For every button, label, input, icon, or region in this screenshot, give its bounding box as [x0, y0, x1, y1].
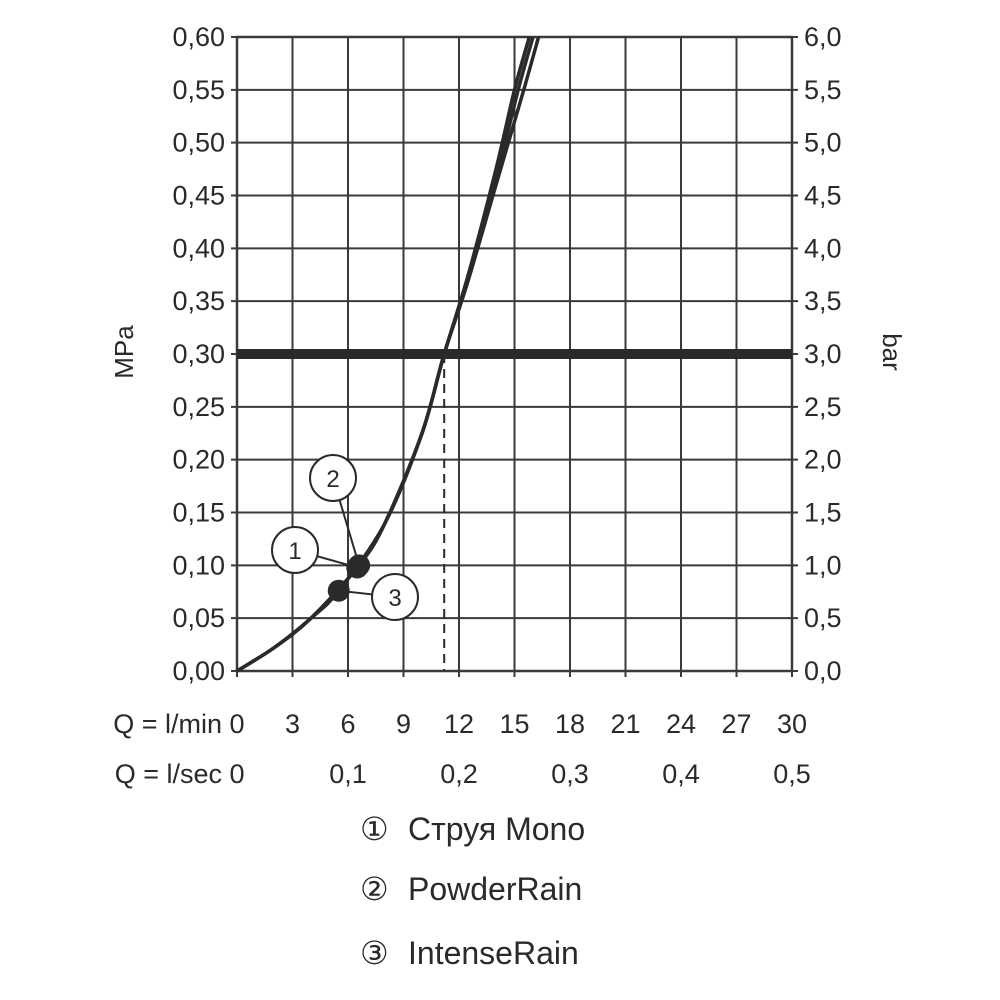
left-tick-label: 0,20 — [172, 445, 225, 475]
x-tick-lsec: 0,1 — [329, 759, 367, 789]
legend-item-powderrain: ② PowderRain — [360, 871, 582, 907]
legend-symbol-1: ① — [360, 811, 389, 847]
left-tick-label: 0,55 — [172, 75, 225, 105]
operating-points: 1 2 3 — [271, 454, 419, 621]
legend-label-powderrain: PowderRain — [408, 871, 582, 907]
right-tick-label: 5,0 — [804, 128, 842, 158]
left-tick-label: 0,60 — [172, 22, 225, 52]
callout-badge-3 — [371, 573, 419, 621]
right-tick-label: 3,5 — [804, 286, 842, 316]
right-tick-label: 4,0 — [804, 233, 842, 263]
x-tick-lsec: 0 — [229, 759, 244, 789]
right-tick-label: 0,0 — [804, 656, 842, 686]
operating-point-2 — [348, 554, 371, 577]
x-tick-lmin: 27 — [721, 709, 751, 739]
x-axis-lmin-label: Q = l/min — [113, 709, 222, 739]
right-tick-label: 1,0 — [804, 550, 842, 580]
legend-item-intenserain: ③ IntenseRain — [360, 935, 579, 971]
right-tick-label: 0,5 — [804, 603, 842, 633]
left-tick-label: 0,35 — [172, 286, 225, 316]
left-tick-label: 0,45 — [172, 181, 225, 211]
x-tick-lsec: 0,5 — [773, 759, 811, 789]
left-tick-label: 0,00 — [172, 656, 225, 686]
callout-number-3: 3 — [388, 585, 401, 612]
x-tick-lsec: 0,4 — [662, 759, 700, 789]
series-line-3 — [236, 36, 535, 673]
x-axis-lsec-label: Q = l/sec — [115, 759, 222, 789]
legend: ① Струя Mono ② PowderRain ③ IntenseRain — [360, 811, 585, 971]
reference-lines — [237, 349, 792, 671]
x-tick-lmin: 15 — [499, 709, 529, 739]
legend-symbol-3: ③ — [360, 935, 389, 971]
legend-symbol-2: ② — [360, 871, 389, 907]
x-tick-lmin: 30 — [777, 709, 807, 739]
callout-number-2: 2 — [326, 466, 339, 493]
left-tick-label: 0,05 — [172, 603, 225, 633]
x-tick-lmin: 24 — [666, 709, 696, 739]
x-tick-lmin: 18 — [555, 709, 585, 739]
right-tick-label: 3,0 — [804, 339, 842, 369]
legend-label-intenserain: IntenseRain — [408, 935, 579, 971]
left-axis-title: MPa — [109, 325, 139, 379]
x-tick-lmin: 0 — [229, 709, 244, 739]
x-tick-lmin: 12 — [444, 709, 474, 739]
right-tick-label: 4,5 — [804, 181, 842, 211]
x-tick-lmin: 21 — [610, 709, 640, 739]
right-tick-label: 2,5 — [804, 392, 842, 422]
right-tick-label: 1,5 — [804, 498, 842, 528]
left-tick-label: 0,50 — [172, 128, 225, 158]
callout-badge-2 — [309, 454, 357, 502]
x-tick-lmin: 6 — [340, 709, 355, 739]
x-tick-lsec: 0,3 — [551, 759, 589, 789]
right-tick-label: 5,5 — [804, 75, 842, 105]
legend-item-mono: ① Струя Mono — [360, 811, 585, 847]
right-tick-label: 2,0 — [804, 445, 842, 475]
left-tick-label: 0,15 — [172, 498, 225, 528]
x-tick-lmin: 3 — [285, 709, 300, 739]
left-tick-label: 0,30 — [172, 339, 225, 369]
callout-number-1: 1 — [288, 538, 301, 565]
right-tick-label: 6,0 — [804, 22, 842, 52]
left-tick-label: 0,40 — [172, 233, 225, 263]
callout-badge-1 — [271, 526, 319, 574]
series-curves — [236, 36, 541, 673]
right-axis-title: bar — [877, 333, 907, 371]
left-tick-label: 0,25 — [172, 392, 225, 422]
x-tick-lsec: 0,2 — [440, 759, 478, 789]
x-tick-lmin: 9 — [396, 709, 411, 739]
left-tick-label: 0,10 — [172, 550, 225, 580]
axis-labels: MPa bar Q = l/min Q = l/sec 0,00 0,0 0,05 0… — [109, 22, 907, 789]
operating-point-3 — [327, 579, 350, 602]
legend-label-mono: Струя Mono — [408, 811, 585, 847]
